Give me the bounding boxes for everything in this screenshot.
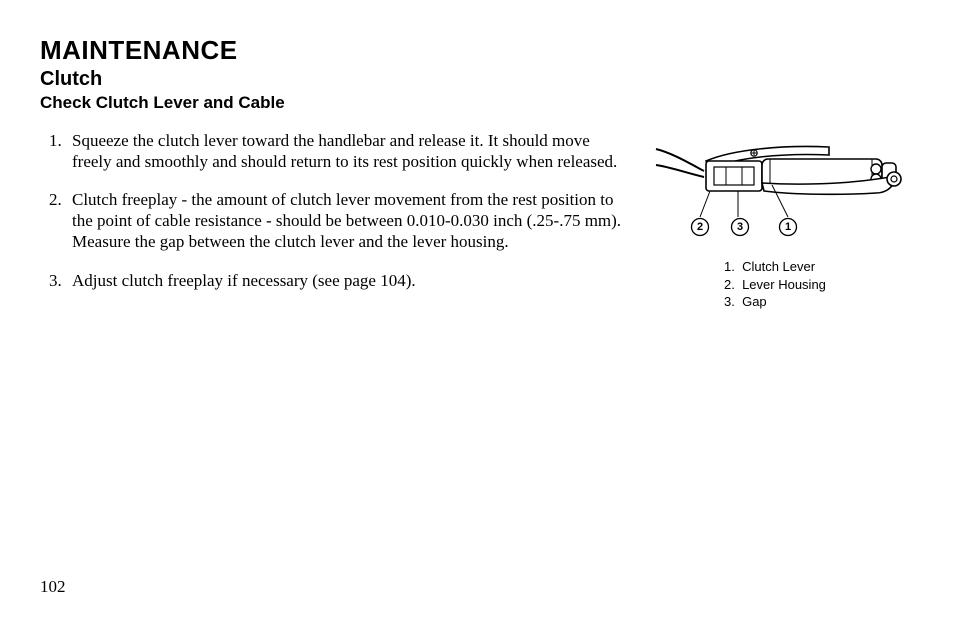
page-title: MAINTENANCE: [40, 35, 914, 66]
clutch-lever-diagram: 2 3 1: [654, 131, 914, 246]
step-item: Adjust clutch freeplay if necessary (see…: [66, 271, 624, 292]
legend-num: 3.: [724, 294, 735, 309]
step-item: Squeeze the clutch lever toward the hand…: [66, 131, 624, 172]
section-title: Clutch: [40, 68, 914, 91]
legend-num: 1.: [724, 259, 735, 274]
figure-column: 2 3 1 1. Clutch Lever 2. Lever Housing 3. …: [654, 131, 914, 311]
legend-label: Lever Housing: [742, 277, 826, 292]
legend-num: 2.: [724, 277, 735, 292]
steps-list: Squeeze the clutch lever toward the hand…: [40, 131, 624, 291]
subsection-title: Check Clutch Lever and Cable: [40, 93, 914, 113]
text-column: Squeeze the clutch lever toward the hand…: [40, 131, 624, 309]
legend-item: 2. Lever Housing: [724, 276, 914, 294]
page-number: 102: [40, 577, 66, 597]
body-row: Squeeze the clutch lever toward the hand…: [40, 131, 914, 311]
callout-number: 2: [697, 221, 703, 233]
legend-label: Clutch Lever: [742, 259, 815, 274]
manual-page: MAINTENANCE Clutch Check Clutch Lever an…: [0, 0, 954, 627]
step-item: Clutch freeplay - the amount of clutch l…: [66, 190, 624, 252]
legend-item: 1. Clutch Lever: [724, 258, 914, 276]
legend-label: Gap: [742, 294, 767, 309]
figure-legend: 1. Clutch Lever 2. Lever Housing 3. Gap: [724, 258, 914, 311]
headings-block: MAINTENANCE Clutch Check Clutch Lever an…: [40, 35, 914, 113]
callout-number: 1: [785, 221, 791, 233]
callout-number: 3: [737, 221, 743, 233]
legend-item: 3. Gap: [724, 293, 914, 311]
